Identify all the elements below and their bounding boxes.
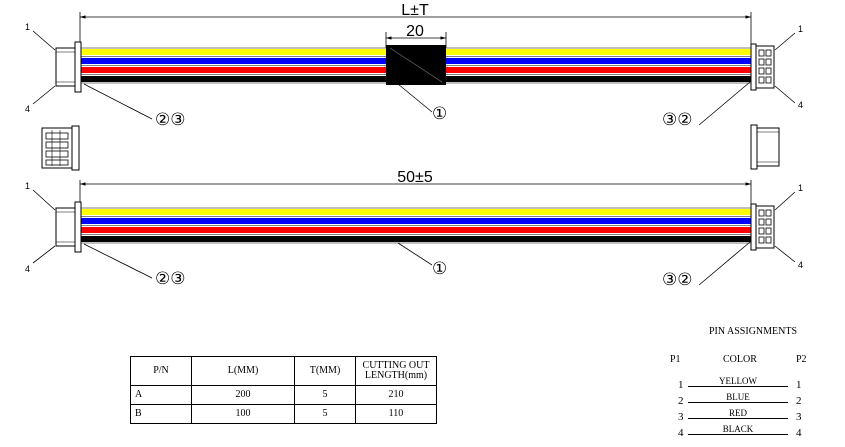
blue-wire: [80, 218, 751, 224]
pin-line: [688, 434, 788, 435]
part-balloon: ②③: [155, 269, 185, 288]
color-header: COLOR: [723, 354, 757, 365]
pin-assignments-title: PIN ASSIGNMENTS: [708, 326, 798, 337]
left-connector-housing: [55, 201, 82, 253]
table-cell: 200: [191, 385, 295, 405]
wire-color: YELLOW: [719, 376, 757, 386]
p2-pin: 2: [796, 395, 802, 407]
table-row: B 100 5 110: [130, 404, 437, 424]
loose-terminal-connector: [41, 125, 80, 171]
p1-pin: 2: [678, 395, 684, 407]
part-balloon: ③②: [662, 110, 692, 129]
wire-color: BLUE: [726, 392, 750, 402]
top-cable-assembly: L±T 20: [25, 2, 803, 129]
right-connector-pins: [750, 43, 775, 91]
pin-assignments: PIN ASSIGNMENTS P1 COLOR P2 1 YELLOW 1 2…: [668, 326, 838, 441]
red-wire: [80, 227, 751, 233]
wire-bundle: [80, 207, 751, 244]
table-cell: 5: [294, 404, 356, 424]
table-cell: 210: [355, 385, 437, 405]
length-dimension-label: 50±5: [397, 169, 433, 186]
p2-pin: 4: [796, 427, 802, 439]
pin-callout: 4: [25, 264, 30, 274]
p2-pin: 3: [796, 411, 802, 423]
pin-row: 3 RED 3: [668, 404, 838, 424]
loose-housing-connector: [750, 124, 780, 170]
pin-callout: 1: [798, 24, 803, 34]
wire-color: BLACK: [722, 424, 754, 434]
p1-pin: 3: [678, 411, 684, 423]
part-balloon: ①: [432, 104, 447, 123]
part-balloon: ③②: [662, 270, 692, 289]
part-balloon: ①: [432, 259, 447, 278]
pin-callout: 1: [25, 22, 30, 32]
p2-header: P2: [796, 354, 807, 365]
cutting-length-table: P/N L(MM) T(MM) CUTTING OUT LENGTH(mm) A…: [130, 356, 437, 424]
table-cell: 100: [191, 404, 295, 424]
pin-row: 4 BLACK 4: [668, 420, 838, 440]
column-header: CUTTING OUT LENGTH(mm): [355, 356, 437, 386]
p1-pin: 1: [678, 379, 684, 391]
pin-callout: 4: [798, 260, 803, 270]
bottom-cable-assembly: 50±5: [25, 169, 803, 289]
left-connector-housing: [55, 41, 82, 93]
length-dimension-label: L±T: [401, 2, 429, 19]
pin-line: [688, 386, 788, 387]
pin-line: [688, 418, 788, 419]
right-connector-pins: [750, 203, 775, 251]
table-cell: 5: [294, 385, 356, 405]
sleeve-dimension-label: 20: [406, 23, 424, 40]
pin-callout: 4: [25, 104, 30, 114]
p1-pin: 4: [678, 427, 684, 439]
table-row: A 200 5 210: [130, 385, 437, 405]
part-balloon: ②③: [155, 110, 185, 129]
pin-line: [688, 402, 788, 403]
pin-row: 1 YELLOW 1: [668, 372, 838, 392]
p1-header: P1: [670, 354, 681, 365]
pin-row: 2 BLUE 2: [668, 388, 838, 408]
table-cell: B: [130, 404, 192, 424]
black-wire: [80, 236, 751, 242]
p2-pin: 1: [796, 379, 802, 391]
yellow-wire: [80, 209, 751, 215]
table-cell: 110: [355, 404, 437, 424]
table-header-row: P/N L(MM) T(MM) CUTTING OUT LENGTH(mm): [130, 356, 437, 386]
table-cell: A: [130, 385, 192, 405]
wire-color: RED: [729, 408, 747, 418]
pin-callout: 1: [25, 181, 30, 191]
pin-callout: 4: [798, 100, 803, 110]
column-header: P/N: [130, 356, 192, 386]
column-header: L(MM): [191, 356, 295, 386]
column-header: T(MM): [294, 356, 356, 386]
pin-callout: 1: [798, 183, 803, 193]
